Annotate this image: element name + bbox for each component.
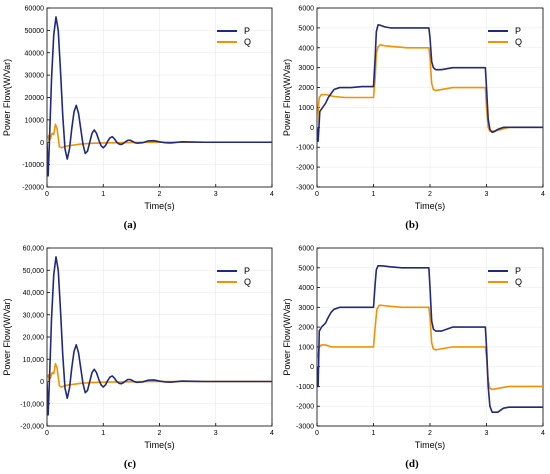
legend-label-q: Q	[515, 37, 522, 47]
x-axis-title: Time(s)	[415, 440, 445, 450]
x-tick-label: 1	[101, 430, 105, 437]
y-tick-label: -2000	[296, 404, 314, 411]
y-tick-label: 60000	[25, 6, 45, 13]
y-tick-label: 10,000	[23, 357, 45, 364]
y-tick-label: -3000	[296, 185, 314, 192]
y-tick-label: 6000	[298, 246, 314, 253]
x-tick-label: 4	[270, 430, 274, 437]
x-tick-label: 0	[45, 430, 49, 437]
legend-label-p: P	[515, 266, 521, 276]
y-tick-label: 30000	[25, 73, 45, 80]
y-tick-label: 2000	[298, 325, 314, 332]
chart-panel-2: -3000 -2000 -1000 0 1000 2000 3000 4000 5000 6000…	[282, 6, 545, 232]
y-tick-label: 3000	[298, 65, 314, 72]
y-axis-title: Power Flow(W/Var)	[282, 59, 292, 136]
y-tick-label: 20000	[25, 95, 45, 102]
y-tick-label: 3000	[298, 305, 314, 312]
y-tick-label: -1000	[296, 145, 314, 152]
series-line-p	[317, 264, 543, 413]
y-tick-label: -20000	[22, 185, 44, 192]
x-tick-label: 0	[315, 191, 319, 198]
y-axis-title: Power Flow(W/Var)	[282, 298, 292, 375]
panel-caption: (a)	[124, 219, 137, 231]
y-tick-label: 40,000	[23, 290, 45, 297]
y-tick-label: 50,000	[23, 268, 45, 275]
x-tick-label: 2	[428, 191, 432, 198]
x-tick-label: 3	[214, 191, 218, 198]
y-tick-label: -10,000	[20, 401, 44, 408]
y-tick-label: 1000	[298, 105, 314, 112]
x-axis-title: Time(s)	[144, 440, 174, 450]
y-axis-title: Power Flow(W/Var)	[2, 298, 12, 375]
y-tick-label: 5000	[298, 265, 314, 272]
x-tick-label: 4	[541, 430, 545, 437]
x-tick-label: 3	[214, 430, 218, 437]
y-tick-label: 1000	[298, 344, 314, 351]
y-tick-label: 5000	[298, 25, 314, 32]
y-axis-title: Power Flow(W/Var)	[2, 59, 12, 136]
y-tick-label: 0	[310, 364, 314, 371]
x-tick-label: 4	[270, 191, 274, 198]
x-tick-label: 1	[372, 430, 376, 437]
legend-label-q: Q	[515, 277, 522, 287]
panel-caption: (c)	[124, 458, 137, 470]
x-tick-label: 3	[485, 191, 489, 198]
y-tick-label: 60,000	[23, 246, 45, 253]
series-line-p	[47, 256, 272, 416]
x-tick-label: 1	[372, 191, 376, 198]
y-tick-label: -10000	[22, 162, 44, 169]
y-tick-label: 10000	[25, 117, 45, 124]
x-tick-label: 2	[428, 430, 432, 437]
y-tick-label: 50000	[25, 28, 45, 35]
y-tick-label: -20,000	[20, 424, 44, 431]
x-axis-title: Time(s)	[144, 201, 174, 211]
panel-caption: (b)	[405, 219, 419, 231]
series-line-q	[317, 43, 543, 133]
y-tick-label: -1000	[296, 384, 314, 391]
legend-label-q: Q	[244, 277, 251, 287]
legend-label-p: P	[515, 26, 521, 36]
series-line-p	[317, 24, 543, 143]
chart-panel-1: -20000 -10000 0 10000 20000 30000 40000 50000 60…	[2, 6, 274, 232]
panel-caption: (d)	[405, 458, 419, 470]
y-tick-label: 6000	[298, 6, 314, 13]
y-tick-label: 0	[40, 140, 44, 147]
series-line-p	[47, 16, 272, 177]
legend-label-p: P	[244, 266, 250, 276]
y-tick-label: 40000	[25, 50, 45, 57]
x-tick-label: 2	[158, 191, 162, 198]
y-tick-label: 2000	[298, 85, 314, 92]
x-tick-label: 4	[541, 191, 545, 198]
y-tick-label: 4000	[298, 285, 314, 292]
chart-panel-4: -3000 -2000 -1000 0 1000 2000 3000 4000 5000 6000…	[282, 246, 545, 471]
legend-label-q: Q	[244, 37, 251, 47]
x-tick-label: 0	[45, 191, 49, 198]
y-tick-label: 4000	[298, 45, 314, 52]
y-tick-label: -3000	[296, 424, 314, 431]
x-axis-title: Time(s)	[415, 201, 445, 211]
legend-label-p: P	[244, 26, 250, 36]
x-tick-label: 2	[158, 430, 162, 437]
y-tick-label: 0	[310, 125, 314, 132]
x-tick-label: 3	[485, 430, 489, 437]
x-tick-label: 1	[101, 191, 105, 198]
y-tick-label: 30,000	[23, 312, 45, 319]
y-tick-label: 20,000	[23, 335, 45, 342]
chart-panel-3: -20,000 -10,000 0 10,000 20,000 30,000 40,000 5…	[2, 246, 274, 471]
y-tick-label: -2000	[296, 165, 314, 172]
x-tick-label: 0	[315, 430, 319, 437]
y-tick-label: 0	[40, 379, 44, 386]
